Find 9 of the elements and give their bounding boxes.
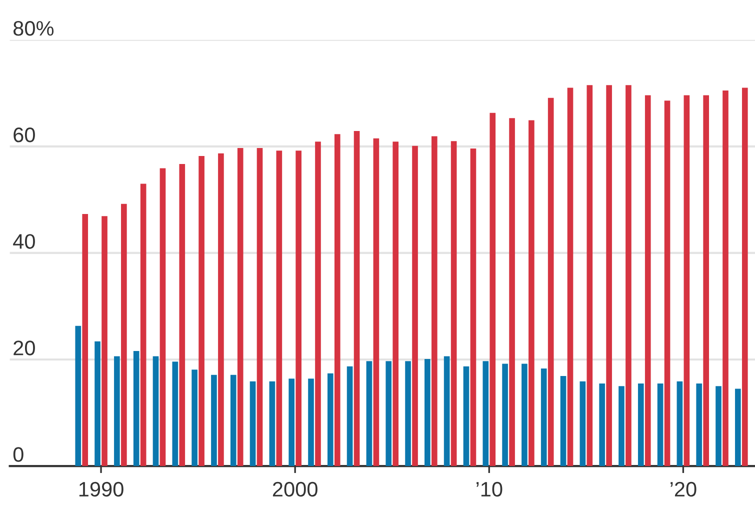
y-tick-label: 60 xyxy=(14,128,35,142)
y-tick-label: 40 xyxy=(13,234,35,249)
y-tick-label: 80% xyxy=(14,20,54,36)
x-tick-label: ’10 xyxy=(476,482,502,497)
x-tick-label: 2000 xyxy=(272,482,318,497)
x-tick-label: ’20 xyxy=(670,482,696,497)
y-tick-label: 20 xyxy=(14,340,35,356)
x-tick-label: 1990 xyxy=(79,482,124,497)
y-tick-label: 0 xyxy=(13,447,24,462)
